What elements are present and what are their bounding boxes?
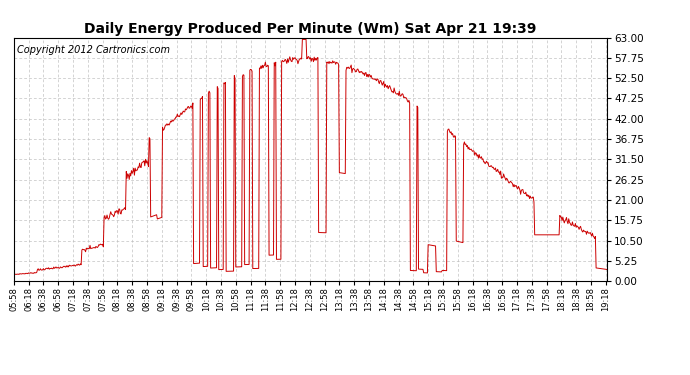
Title: Daily Energy Produced Per Minute (Wm) Sat Apr 21 19:39: Daily Energy Produced Per Minute (Wm) Sa… — [84, 22, 537, 36]
Text: Copyright 2012 Cartronics.com: Copyright 2012 Cartronics.com — [17, 45, 170, 55]
